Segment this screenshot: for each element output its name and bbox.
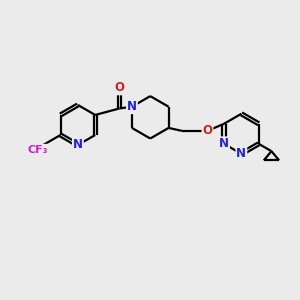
Text: N: N — [219, 137, 229, 150]
Text: N: N — [73, 139, 83, 152]
Text: O: O — [202, 124, 212, 137]
Text: CF₃: CF₃ — [27, 145, 48, 155]
Text: N: N — [127, 100, 137, 113]
Text: N: N — [236, 147, 246, 160]
Text: O: O — [114, 81, 124, 94]
